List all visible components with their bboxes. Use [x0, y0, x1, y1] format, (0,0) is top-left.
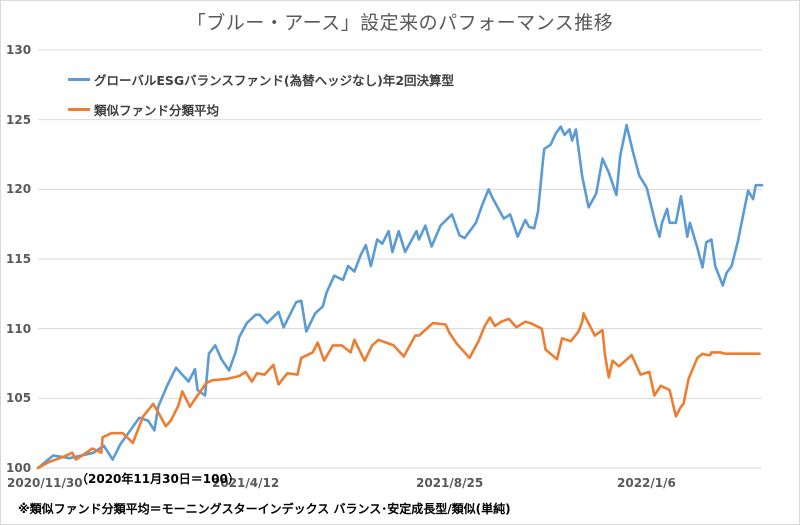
x-tick-label: 2020/11/30 — [7, 476, 83, 490]
y-tick-label: 100 — [6, 461, 32, 475]
x-tick-label: 2021/4/12 — [212, 476, 280, 490]
base-date-note: （2020年11月30日＝100） — [76, 472, 240, 486]
series-line-category-average — [36, 311, 761, 470]
x-tick-label: 2022/1/6 — [617, 476, 676, 490]
legend-swatch-category-average — [68, 107, 90, 111]
y-tick-label: 120 — [6, 182, 32, 196]
legend-label-category-average: 類似ファンド分類平均 — [94, 102, 220, 118]
y-tick-label: 115 — [6, 252, 32, 266]
legend-swatch-fund — [68, 77, 90, 81]
y-tick-label: 110 — [6, 322, 32, 336]
legend: グローバルESGバランスファンド(為替ヘッジなし)年2回決算型 類似ファンド分類… — [68, 66, 454, 126]
y-tick-label: 130 — [6, 43, 32, 57]
chart-title: 「ブルー・アース」設定来のパフォーマンス推移 — [186, 12, 614, 34]
series-lines — [36, 123, 764, 470]
series-line-fund — [36, 123, 764, 470]
x-tick-label: 2021/8/25 — [416, 476, 484, 490]
legend-label-fund: グローバルESGバランスファンド(為替ヘッジなし)年2回決算型 — [94, 72, 455, 88]
legend-item-category-average: 類似ファンド分類平均 — [68, 96, 454, 122]
y-tick-label: 125 — [6, 113, 32, 127]
y-tick-label: 105 — [6, 391, 32, 405]
footnote: ※類似ファンド分類平均＝モーニングスターインデックス バランス･安定成長型/類似… — [18, 502, 511, 516]
legend-item-fund: グローバルESGバランスファンド(為替ヘッジなし)年2回決算型 — [68, 66, 454, 92]
gridlines — [38, 49, 762, 469]
